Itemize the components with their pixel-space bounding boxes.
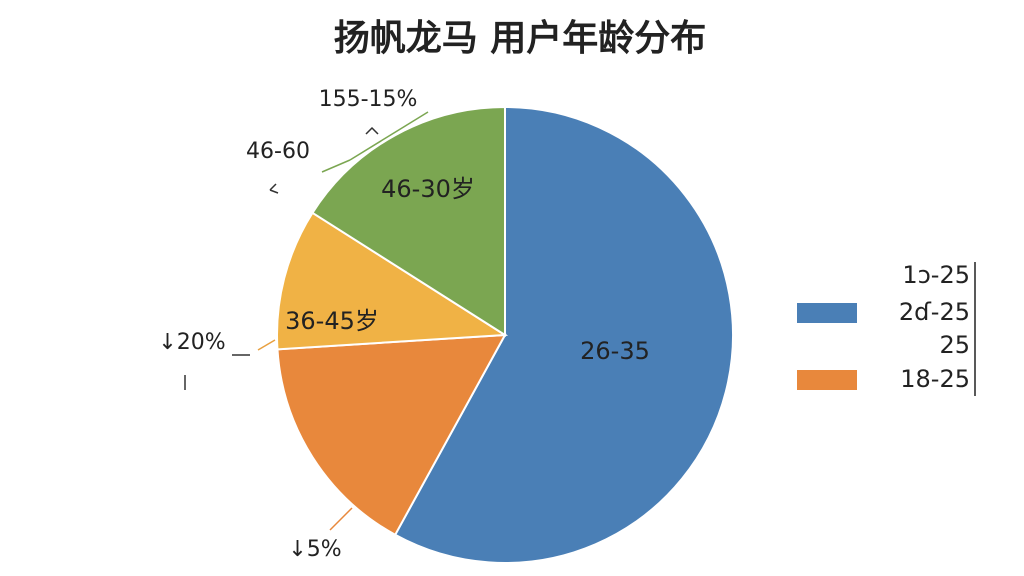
annotation: 155-15% xyxy=(319,87,418,112)
slice-label: 46-30岁 xyxy=(381,175,475,203)
legend: 1ɔ-25 2ɗ-25 25 18-25 xyxy=(797,261,976,396)
legend-swatch xyxy=(797,370,857,390)
legend-swatch xyxy=(797,303,857,323)
pie-slice xyxy=(393,105,734,564)
leader-lines xyxy=(184,111,429,531)
pie-slice xyxy=(276,211,509,351)
pie xyxy=(276,105,734,564)
legend-label: 1ɔ-25 xyxy=(902,261,970,289)
slice-label: 26-35 xyxy=(580,337,650,365)
pie-slice xyxy=(311,105,506,337)
pie-slice xyxy=(276,333,507,537)
legend-label: 18-25 xyxy=(900,365,970,393)
annotation: ↓20% xyxy=(158,330,225,355)
legend-label: 25 xyxy=(939,331,970,359)
legend-label: 2ɗ-25 xyxy=(899,298,970,326)
annotation: ↓5% xyxy=(288,537,341,562)
annotation: 46-60 xyxy=(246,139,310,164)
slice-label: 36-45岁 xyxy=(285,307,379,335)
chart-title: 扬帆龙马 用户年龄分布 xyxy=(334,18,707,59)
